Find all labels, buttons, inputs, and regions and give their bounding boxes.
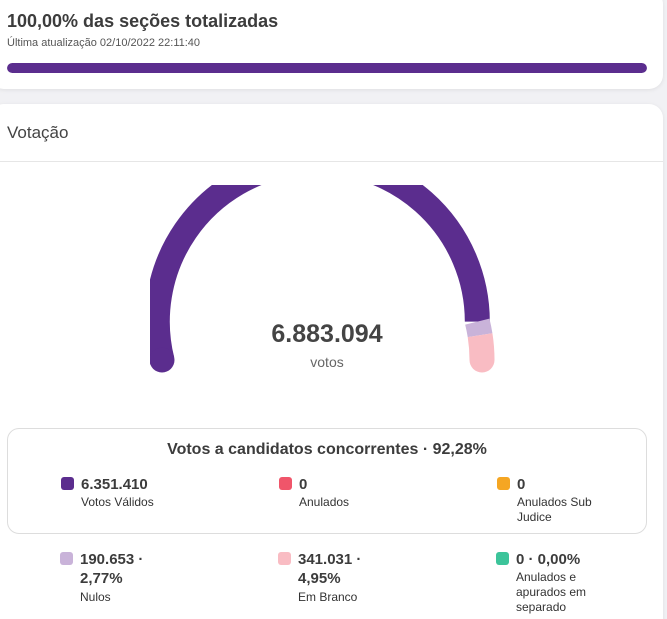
stat-value: 0 [299, 476, 308, 493]
gauge-segment-1 [465, 318, 493, 338]
last-update-text: Última atualização 02/10/2022 22:11:40 [7, 37, 201, 49]
annulled-swatch [279, 477, 292, 490]
stat-value: 0 [517, 476, 526, 493]
sub-judice-swatch [497, 477, 510, 490]
gauge-cap-1 [469, 347, 495, 373]
stat-label: Anulados e apurados em separado [516, 570, 587, 614]
valid-votes-summary: Votos a candidatos concorrentes · 92,28%… [7, 428, 647, 534]
totalization-progress-bar [7, 63, 647, 73]
summary-title: Votos a candidatos concorrentes · 92,28% [167, 441, 487, 458]
stat-value: 6.351.410 [81, 476, 148, 493]
stat-label: Votos Válidos [81, 495, 154, 509]
votes-gauge [150, 185, 495, 373]
gauge-segment-0 [150, 185, 490, 363]
stat-value: 190.653 · 2,77% [80, 551, 144, 587]
gauge-total-votes: 6.883.094 [271, 320, 383, 348]
stat-value: 341.031 · 4,95% [298, 551, 362, 587]
stat-label: Anulados [299, 495, 350, 509]
stat-label: Em Branco [298, 590, 358, 604]
gauge-cap-0 [150, 347, 175, 373]
divider [0, 161, 663, 162]
gauge-unit-label: votos [310, 354, 344, 370]
section-title: Votação [7, 123, 69, 142]
separate-swatch [496, 552, 509, 565]
blank-swatch [278, 552, 291, 565]
null-swatch [60, 552, 73, 565]
stat-value: 0 · 0,00% [516, 551, 581, 568]
progress-fill [7, 63, 647, 73]
totalization-card [0, 0, 663, 89]
stat-label: Nulos [80, 590, 111, 604]
totalization-title: 100,00% das seções totalizadas [7, 11, 279, 31]
stat-label: Anulados Sub Judice [517, 495, 592, 524]
valid-votes-swatch [61, 477, 74, 490]
